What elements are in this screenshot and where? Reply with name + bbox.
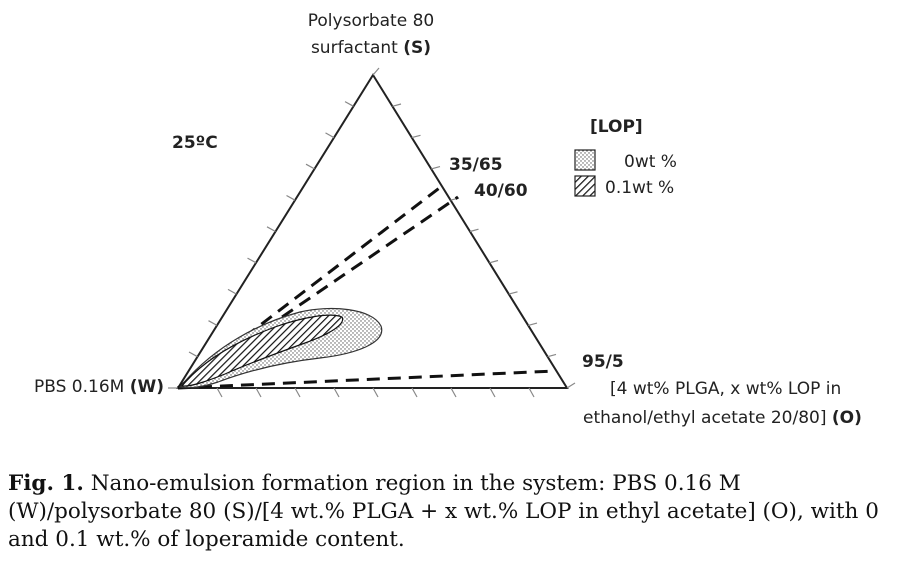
legend-swatch-dotted <box>574 149 596 171</box>
legend-swatch-hatched <box>574 175 596 197</box>
caption-label: Fig. 1. <box>8 471 84 496</box>
axis-ticks <box>168 67 576 398</box>
ratio-label-40-60: 40/60 <box>474 181 528 201</box>
region-0.1wt-hatched <box>180 314 344 387</box>
vertex-right-line1: [4 wt% PLGA, x wt% LOP in <box>610 379 841 399</box>
ratio-label-95-5: 95/5 <box>582 352 624 372</box>
ternary-phase-diagram: Polysorbate 80 surfactant (S) PBS 0.16M … <box>34 11 862 428</box>
legend-label-0wt: 0wt % <box>624 152 677 172</box>
dilution-line-40-60 <box>177 195 459 390</box>
legend-title: [LOP] <box>590 117 643 137</box>
legend: [LOP] 0wt % 0.1wt % <box>574 117 677 198</box>
temperature-label: 25ºC <box>172 133 218 153</box>
ratio-label-35-65: 35/65 <box>449 155 503 175</box>
vertex-top-line1: Polysorbate 80 <box>308 11 434 31</box>
vertex-top-line2: surfactant (S) <box>311 38 431 58</box>
vertex-right-line2: ethanol/ethyl acetate 20/80] (O) <box>583 408 862 428</box>
dilution-line-35-65 <box>177 184 443 390</box>
caption-text: Nano-emulsion formation region in the sy… <box>8 471 879 552</box>
vertex-left-label: PBS 0.16M (W) <box>34 377 164 397</box>
legend-label-0.1wt: 0.1wt % <box>605 178 674 198</box>
figure-caption: Fig. 1. Nano-emulsion formation region i… <box>8 470 900 554</box>
